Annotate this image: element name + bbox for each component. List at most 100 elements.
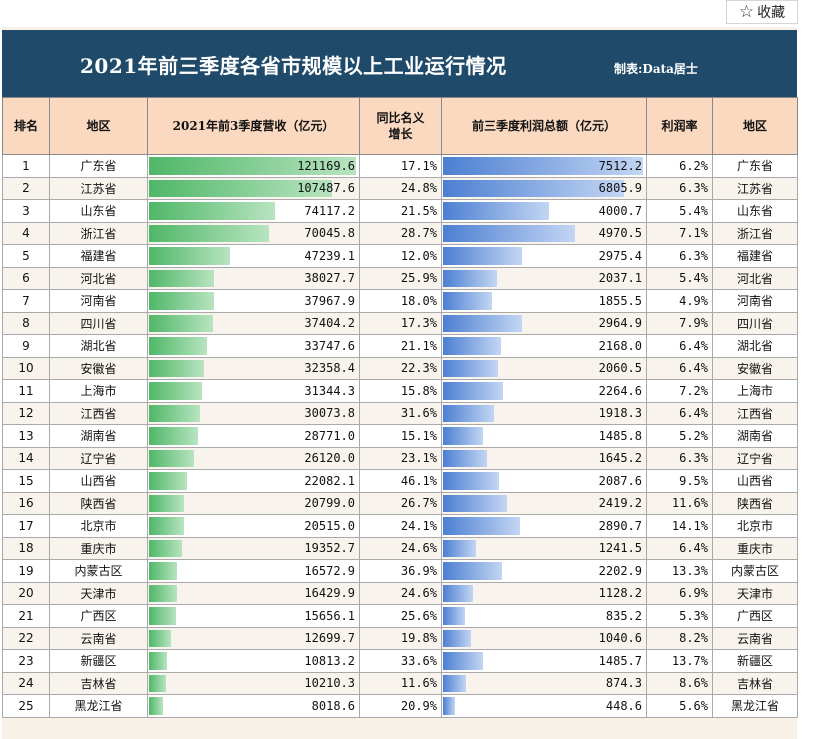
revenue-cell-bar: [149, 494, 185, 512]
region-right-cell: 浙江省: [712, 221, 798, 245]
region-cell: 江苏省: [49, 176, 148, 200]
revenue-cell: 30073.8: [147, 401, 360, 425]
revenue-cell-value: 10813.2: [304, 653, 355, 668]
profit-cell: 835.2: [441, 604, 647, 628]
profit-cell: 4000.7: [441, 199, 647, 223]
profit-cell-value: 1241.5: [598, 541, 642, 556]
growth-cell: 12.0%: [359, 244, 442, 268]
table-row: 5 福建省 47239.1 12.0% 2975.4 6.3% 福建省: [2, 244, 798, 268]
revenue-cell: 26120.0: [147, 446, 360, 470]
table-row: 13 湖南省 28771.0 15.1% 1485.8 5.2% 湖南省: [2, 424, 798, 448]
profit-cell: 448.6: [441, 694, 647, 718]
table-row: 14 辽宁省 26120.0 23.1% 1645.2 6.3% 辽宁省: [2, 446, 798, 470]
star-outline-icon: ☆: [738, 1, 755, 22]
revenue-cell-bar: [149, 607, 176, 625]
growth-cell: 46.1%: [359, 469, 442, 493]
revenue-cell-bar: [149, 697, 163, 715]
region-cell: 陕西省: [49, 491, 148, 515]
region-right-cell: 四川省: [712, 311, 798, 335]
revenue-cell-value: 12699.7: [304, 631, 355, 646]
region-cell: 重庆市: [49, 536, 148, 560]
margin-cell: 5.4%: [646, 199, 713, 223]
table-row: 24 吉林省 10210.3 11.6% 874.3 8.6% 吉林省: [2, 671, 798, 695]
profit-cell: 2419.2: [441, 491, 647, 515]
region-right-cell: 辽宁省: [712, 446, 798, 470]
table-maker-credit: 制表:Data居士: [614, 62, 698, 76]
region-right-cell: 陕西省: [712, 491, 798, 515]
revenue-cell-value: 32358.4: [304, 361, 355, 376]
revenue-cell-bar: [149, 202, 276, 220]
profit-cell: 4970.5: [441, 221, 647, 245]
revenue-cell-bar: [149, 674, 167, 692]
profit-cell-bar: [443, 697, 455, 715]
profit-cell-value: 2419.2: [598, 496, 642, 511]
profit-cell-value: 2964.9: [598, 316, 642, 331]
profit-cell-value: 1128.2: [598, 586, 642, 601]
header-profit: 前三季度利润总额（亿元）: [441, 97, 647, 155]
region-right-cell: 江苏省: [712, 176, 798, 200]
region-cell: 云南省: [49, 626, 148, 650]
rank-cell: 2: [2, 176, 50, 200]
rank-cell: 10: [2, 356, 50, 380]
revenue-cell: 31344.3: [147, 379, 360, 403]
favorite-button[interactable]: ☆ 收藏: [726, 0, 798, 24]
profit-cell: 1241.5: [441, 536, 647, 560]
data-table-image: 2021年前三季度各省市规模以上工业运行情况 制表:Data居士 排名 地区 2…: [2, 27, 798, 739]
region-cell: 上海市: [49, 379, 148, 403]
revenue-cell-value: 22082.1: [304, 473, 355, 488]
profit-cell-bar: [443, 584, 474, 602]
table-row: 18 重庆市 19352.7 24.6% 1241.5 6.4% 重庆市: [2, 536, 798, 560]
rank-cell: 12: [2, 401, 50, 425]
header-region: 地区: [49, 97, 148, 155]
profit-cell-value: 6805.9: [598, 181, 642, 196]
revenue-cell-bar: [149, 449, 194, 467]
revenue-cell: 10813.2: [147, 649, 360, 673]
profit-cell-bar: [443, 269, 498, 287]
header-margin: 利润率: [646, 97, 713, 155]
growth-cell: 24.6%: [359, 581, 442, 605]
growth-cell: 22.3%: [359, 356, 442, 380]
growth-cell: 24.6%: [359, 536, 442, 560]
table-row: 22 云南省 12699.7 19.8% 1040.6 8.2% 云南省: [2, 626, 798, 650]
revenue-cell: 16572.9: [147, 559, 360, 583]
rank-cell: 7: [2, 289, 50, 313]
region-cell: 浙江省: [49, 221, 148, 245]
profit-cell: 1645.2: [441, 446, 647, 470]
region-right-cell: 湖北省: [712, 334, 798, 358]
table-row: 1 广东省 121169.6 17.1% 7512.2 6.2% 广东省: [2, 154, 798, 178]
rank-cell: 23: [2, 649, 50, 673]
profit-cell-bar: [443, 472, 499, 490]
revenue-cell-value: 107487.6: [297, 181, 355, 196]
region-right-cell: 河北省: [712, 266, 798, 290]
profit-cell-value: 7512.2: [598, 158, 642, 173]
revenue-cell: 38027.7: [147, 266, 360, 290]
growth-cell: 21.5%: [359, 199, 442, 223]
rank-cell: 18: [2, 536, 50, 560]
revenue-cell-bar: [149, 404, 201, 422]
region-cell: 河北省: [49, 266, 148, 290]
margin-cell: 6.9%: [646, 581, 713, 605]
rank-cell: 22: [2, 626, 50, 650]
revenue-cell: 33747.6: [147, 334, 360, 358]
revenue-cell-value: 28771.0: [304, 428, 355, 443]
table-row: 16 陕西省 20799.0 26.7% 2419.2 11.6% 陕西省: [2, 491, 798, 515]
revenue-cell-bar: [149, 629, 171, 647]
margin-cell: 8.6%: [646, 671, 713, 695]
profit-cell-value: 2037.1: [598, 271, 642, 286]
region-cell: 河南省: [49, 289, 148, 313]
region-cell: 天津市: [49, 581, 148, 605]
header-revenue: 2021年前3季度营收（亿元）: [147, 97, 360, 155]
rank-cell: 3: [2, 199, 50, 223]
revenue-cell-bar: [149, 382, 203, 400]
profit-cell-bar: [443, 224, 576, 242]
growth-cell: 19.8%: [359, 626, 442, 650]
profit-cell-value: 2168.0: [598, 338, 642, 353]
revenue-cell-value: 20515.0: [304, 518, 355, 533]
table-row: 11 上海市 31344.3 15.8% 2264.6 7.2% 上海市: [2, 379, 798, 403]
profit-cell-bar: [443, 674, 467, 692]
revenue-cell-value: 15656.1: [304, 608, 355, 623]
growth-cell: 26.7%: [359, 491, 442, 515]
revenue-cell: 19352.7: [147, 536, 360, 560]
table-banner: 2021年前三季度各省市规模以上工业运行情况 制表:Data居士: [2, 30, 797, 97]
profit-cell: 1040.6: [441, 626, 647, 650]
